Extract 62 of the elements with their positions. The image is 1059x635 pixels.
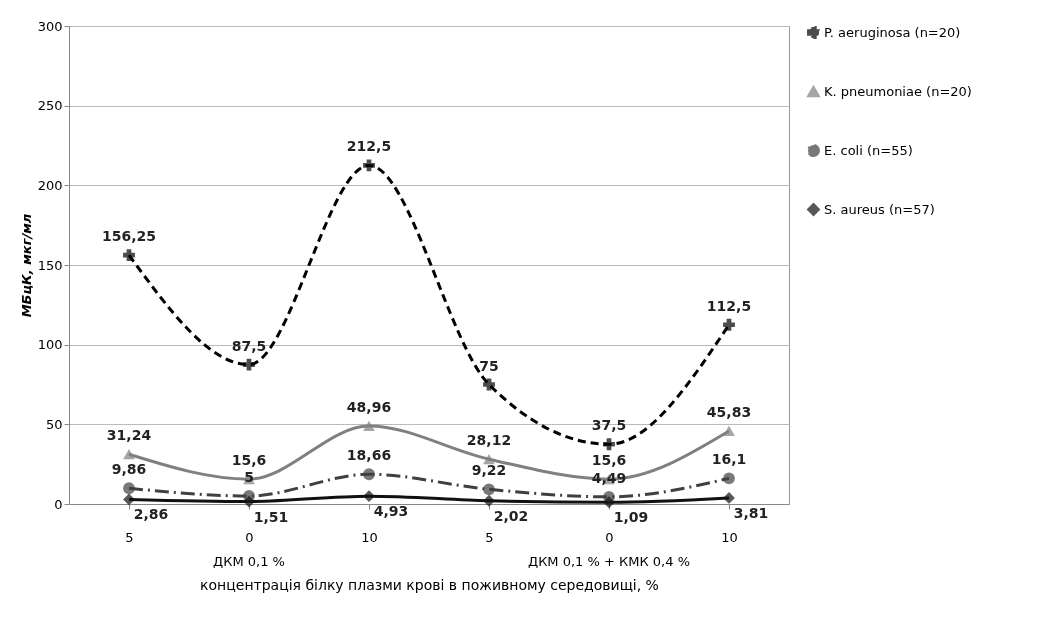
data-label: 28,12: [466, 432, 512, 449]
x-tick-label: 10: [721, 529, 738, 545]
data-label: 87,5: [231, 337, 267, 354]
data-label: 48,96: [346, 398, 392, 415]
data-label: 9,22: [471, 462, 507, 479]
data-label: 112,5: [706, 297, 752, 314]
data-label: 31,24: [106, 427, 152, 444]
x-tick-label: 5: [485, 529, 494, 545]
text: ДКМ 0,1 % + КМК 0,4 %: [527, 554, 691, 569]
y-tick-label: 0: [54, 496, 63, 512]
x-tick-label: 0: [605, 529, 614, 545]
text: ДКМ 0,1 %: [213, 554, 285, 569]
data-label: 2,02: [493, 507, 529, 524]
y-tick-label: 100: [37, 337, 63, 353]
legend-label: S. aureus (n=57): [824, 201, 935, 217]
point: [363, 420, 375, 432]
point: [363, 159, 375, 172]
point: [483, 378, 495, 391]
data-label: 4,93: [373, 503, 409, 520]
legend-label: P. aeruginosa (n=20): [824, 24, 961, 40]
data-label: 4,49: [591, 469, 627, 486]
data-label: 75: [479, 357, 499, 374]
data-label: 156,25: [101, 228, 157, 245]
data-label: 16,1: [711, 451, 747, 468]
point: [123, 482, 135, 495]
data-label: 15,6: [231, 452, 267, 469]
x-axis-title: концентрація білку плазми крові в поживному середовищі, %: [200, 576, 659, 593]
point: [483, 483, 495, 496]
y-tick-label: 250: [37, 98, 63, 114]
data-label: 45,83: [706, 403, 752, 420]
point: [243, 358, 255, 371]
x-tick-label: 0: [245, 529, 254, 545]
y-axis-title: МБцК, мкг/мл: [18, 213, 34, 318]
y-tick-label: 200: [37, 177, 63, 193]
data-label: 3,81: [733, 504, 769, 521]
data-label: 1,09: [613, 509, 649, 526]
point: [603, 438, 615, 451]
point: [123, 449, 135, 460]
data-label: 37,5: [591, 417, 627, 434]
x-tick-label: 10: [361, 529, 378, 545]
point: [723, 472, 735, 485]
data-label: 1,51: [253, 508, 289, 525]
y-tick-label: 300: [37, 18, 63, 34]
point: [603, 496, 615, 509]
x-tick-label: 5: [125, 529, 134, 545]
point: [483, 454, 495, 465]
point: [723, 425, 735, 437]
data-label: 2,86: [133, 506, 169, 523]
data-label: 15,6: [591, 452, 627, 469]
legend-label: K. pneumoniae (n=20): [824, 83, 972, 99]
point: [363, 468, 375, 481]
legend-label: E. coli (n=55): [824, 142, 913, 158]
point: [123, 493, 135, 506]
y-tick-label: 150: [37, 257, 63, 273]
data-label: 212,5: [346, 138, 392, 155]
point: [723, 318, 735, 331]
point: [363, 490, 375, 503]
point: [483, 494, 495, 507]
y-tick-label: 50: [45, 416, 63, 432]
point: [243, 495, 255, 508]
data-label: 18,66: [346, 447, 392, 464]
data-label: 9,86: [111, 461, 147, 478]
